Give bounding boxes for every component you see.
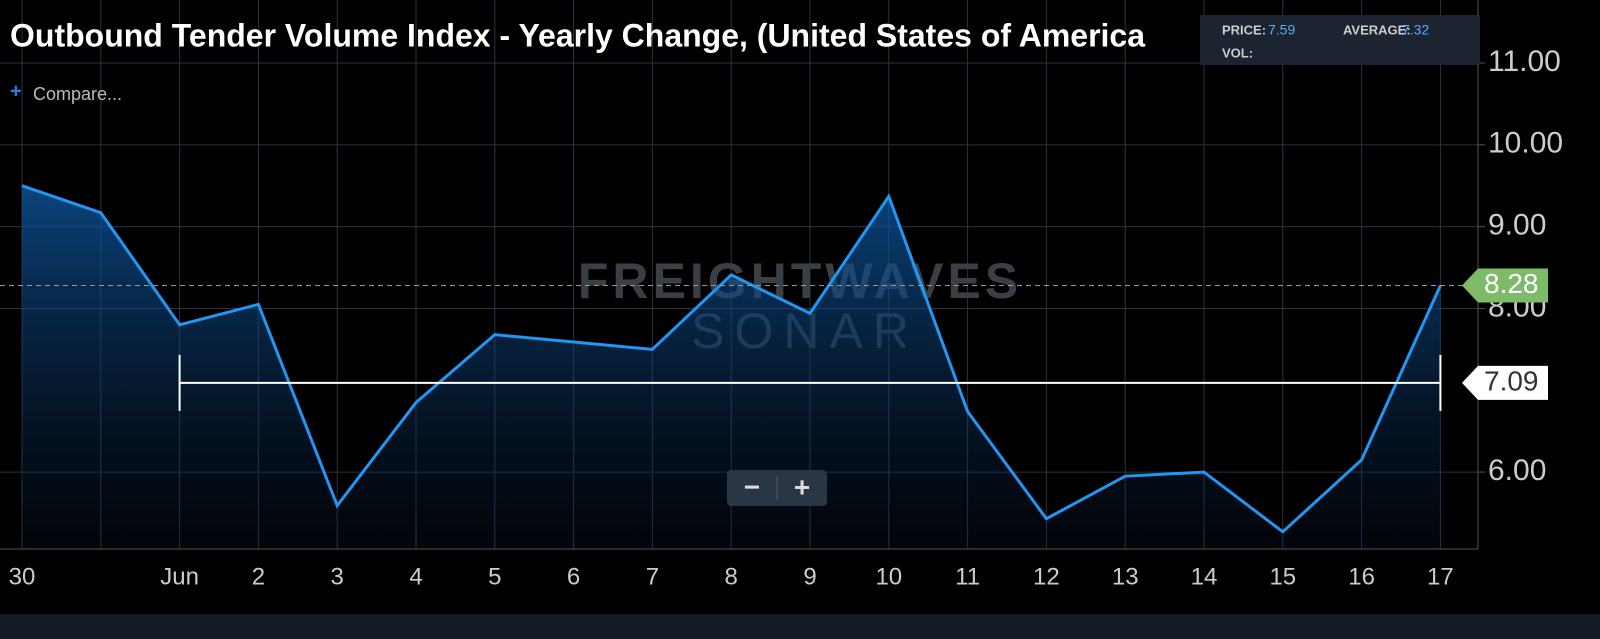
x-tick-label: 9 [803, 563, 816, 590]
zoom-in[interactable]: + [794, 471, 810, 502]
x-tick-label: 2 [252, 563, 265, 590]
x-tick-label: 4 [409, 563, 422, 590]
compare-link[interactable]: Compare... [33, 84, 122, 104]
y-tick-label: 9.00 [1488, 209, 1546, 242]
y-tick-label: 6.00 [1488, 454, 1546, 487]
watermark: FREIGHTWAVES [578, 253, 1022, 309]
footer-bar [0, 614, 1600, 639]
average-tag [1462, 365, 1548, 400]
y-tick-label: 10.00 [1488, 127, 1563, 160]
x-tick-label: 6 [567, 563, 580, 590]
x-tick-label: 3 [331, 563, 344, 590]
x-tick-label: 13 [1112, 563, 1139, 590]
x-tick-label: 10 [875, 563, 902, 590]
info-label: VOL: [1222, 45, 1253, 60]
x-tick-label: 8 [725, 563, 738, 590]
x-tick-label: 17 [1427, 563, 1454, 590]
compare-icon[interactable]: + [10, 80, 22, 102]
last-value-tag [1462, 268, 1548, 303]
average-label: 7.09 [1484, 365, 1539, 396]
last-value-label: 8.28 [1484, 268, 1539, 299]
x-tick-label: 7 [646, 563, 659, 590]
zoom-controls: − + [727, 470, 827, 506]
info-box [1200, 15, 1480, 65]
line [21, 184, 1442, 534]
chart-title: Outbound Tender Volume Index - Yearly Ch… [10, 17, 1145, 53]
info-panel: PRICE: 7.59 AVERAGE: 7.32 VOL: [1200, 15, 1480, 65]
x-tick-label: 5 [488, 563, 501, 590]
x-tick-label: 16 [1348, 563, 1375, 590]
x-tick-label: 14 [1191, 563, 1218, 590]
x-tick-label: Jun [160, 563, 199, 590]
x-tick-label: 15 [1269, 563, 1296, 590]
x-tick-label: 30 [9, 563, 36, 590]
info-label: PRICE: [1222, 22, 1266, 37]
y-tick-label: 11.00 [1488, 45, 1561, 78]
zoom-out[interactable]: − [744, 471, 760, 502]
info-value: 7.32 [1402, 22, 1429, 38]
area [22, 185, 1441, 549]
info-value: 7.59 [1268, 22, 1295, 38]
x-tick-label: 12 [1033, 563, 1060, 590]
info-label: AVERAGE: [1343, 22, 1411, 37]
x-tick-label: 11 [955, 563, 980, 590]
